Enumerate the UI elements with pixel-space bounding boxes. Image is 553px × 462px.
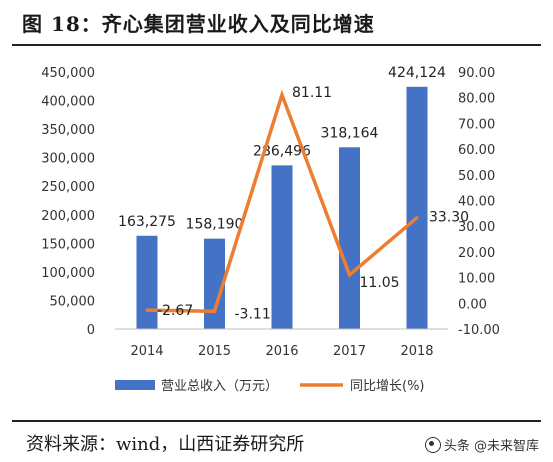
y-left-tick-label: 400,000 bbox=[41, 95, 95, 110]
x-tick-label: 2016 bbox=[265, 344, 298, 359]
y-right-tick-label: -10.00 bbox=[458, 323, 500, 338]
bottom-rule bbox=[12, 420, 541, 422]
bar-value-label: 286,496 bbox=[253, 143, 311, 159]
source-note: 资料来源：wind，山西证券研究所 bbox=[26, 434, 305, 455]
top-rule bbox=[12, 44, 541, 46]
legend-bar-label: 营业总收入（万元） bbox=[161, 379, 278, 394]
growth-point bbox=[145, 308, 149, 312]
growth-value-label: 33.30 bbox=[429, 210, 469, 226]
revenue-growth-chart: 0 50,000 100,000 150,000 200,000 250,000 300,0… bbox=[41, 65, 500, 394]
y-left-tick-label: 150,000 bbox=[41, 237, 95, 252]
watermark-text: 头条 @未来智库 bbox=[443, 439, 539, 454]
y-left-tick-label: 350,000 bbox=[41, 123, 95, 138]
bar-value-label: 318,164 bbox=[321, 125, 379, 141]
y-right-tick-label: 90.00 bbox=[458, 66, 495, 81]
x-tick-label: 2015 bbox=[198, 344, 231, 359]
y-right-tick-label: 0.00 bbox=[458, 297, 487, 312]
legend-line-label: 同比增长(%) bbox=[350, 379, 425, 394]
growth-point bbox=[280, 93, 284, 97]
x-tick-label: 2018 bbox=[400, 344, 433, 359]
growth-value-label: 81.11 bbox=[292, 85, 332, 101]
bar-value-label: 163,275 bbox=[118, 214, 176, 230]
figure-title: 图 18：齐心集团营业收入及同比增速 bbox=[22, 12, 375, 36]
revenue-bar bbox=[406, 86, 428, 329]
x-tick-label: 2014 bbox=[130, 344, 163, 359]
y-right-tick-label: 80.00 bbox=[458, 92, 495, 107]
growth-point bbox=[415, 216, 419, 220]
y-right-tick-label: 20.00 bbox=[458, 246, 495, 261]
y-right-tick-label: 50.00 bbox=[458, 169, 495, 184]
camera-icon bbox=[424, 436, 441, 453]
y-right-tick-label: 30.00 bbox=[458, 220, 495, 235]
growth-point bbox=[348, 273, 351, 277]
y-left-tick-label: 300,000 bbox=[41, 152, 95, 167]
growth-value-label: 11.05 bbox=[360, 275, 400, 291]
y-left-tick-label: 50,000 bbox=[50, 294, 96, 309]
y-left-tick-label: 250,000 bbox=[41, 180, 95, 195]
y-right-tick-label: 40.00 bbox=[458, 195, 495, 210]
legend-bar-swatch bbox=[115, 380, 155, 390]
revenue-bar bbox=[204, 238, 225, 329]
bar-value-label: 158,190 bbox=[186, 217, 244, 233]
growth-value-label: -3.11 bbox=[235, 306, 271, 322]
watermark: 头条 @未来智库 bbox=[424, 435, 539, 454]
y-left-tick-label: 100,000 bbox=[41, 266, 95, 281]
revenue-bar bbox=[271, 165, 293, 329]
x-tick-label: 2017 bbox=[333, 344, 366, 359]
revenue-bar bbox=[136, 235, 158, 329]
y-left-tick-label: 200,000 bbox=[41, 209, 95, 224]
growth-value-label: -2.67 bbox=[157, 303, 193, 319]
bar-value-label: 424,124 bbox=[388, 65, 446, 81]
y-right-tick-label: 70.00 bbox=[458, 117, 495, 132]
y-left-tick-label: 450,000 bbox=[41, 66, 95, 81]
y-right-tick-label: 10.00 bbox=[458, 272, 495, 287]
growth-point bbox=[213, 309, 216, 313]
y-left-tick-label: 0 bbox=[87, 323, 95, 338]
revenue-bar bbox=[339, 147, 360, 329]
y-right-tick-label: 60.00 bbox=[458, 143, 495, 158]
